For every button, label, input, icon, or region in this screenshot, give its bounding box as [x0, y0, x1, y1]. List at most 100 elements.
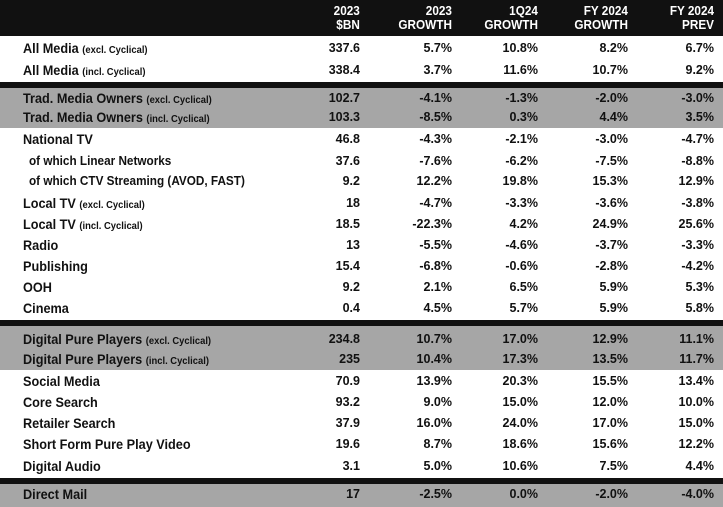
table-row: Social Media 70.9 13.9% 20.3% 15.5% 13.4% [0, 371, 723, 392]
row-label: of which Linear Networks [29, 151, 171, 172]
row-value: 15.5% [592, 374, 628, 388]
header-line: GROWTH [574, 18, 628, 32]
row-label-qualifier: (excl. Cyclical) [146, 95, 212, 106]
table-row: Local TV (excl. Cyclical) 18 -4.7% -3.3% -3.… [0, 193, 723, 214]
row-label-text: of which Linear Networks [29, 154, 172, 168]
row-label-qualifier: (excl. Cyclical) [79, 200, 145, 211]
row-label: National TV [23, 129, 93, 150]
row-value: 18.5 [335, 217, 360, 231]
table-row: Digital Audio 3.1 5.0% 10.6% 7.5% 4.4% [0, 456, 723, 477]
table-row: Digital Pure Players (incl. Cyclical) 235… [0, 349, 723, 370]
row-label-text: All Media [23, 41, 79, 56]
row-label-text: Trad. Media Owners [23, 110, 143, 125]
row-value: 19.6 [335, 437, 360, 451]
row-label: Digital Pure Players (incl. Cyclical) [23, 349, 209, 370]
row-label: Local TV (incl. Cyclical) [23, 214, 143, 235]
row-value: 37.9 [335, 416, 360, 430]
header-line: FY 2024 [669, 4, 714, 18]
header-line: 1Q24 [509, 4, 538, 18]
header-fy2024-growth: FY 2024 GROWTH [574, 4, 628, 32]
row-value: -8.8% [681, 154, 714, 168]
row-label: All Media (incl. Cyclical) [23, 60, 145, 81]
row-value: 15.0% [502, 395, 538, 409]
row-label-text: Cinema [23, 301, 69, 316]
row-value: 8.7% [423, 437, 453, 451]
row-value: 12.9% [592, 332, 628, 346]
row-value: 9.2 [342, 280, 360, 294]
row-value: 0.4 [342, 301, 360, 315]
row-value: 93.2 [335, 395, 360, 409]
table-row: Local TV (incl. Cyclical) 18.5 -22.3% 4.2% 2… [0, 214, 723, 235]
row-value: 337.6 [328, 41, 360, 55]
row-label: Short Form Pure Play Video [23, 434, 191, 455]
row-label: Trad. Media Owners (incl. Cyclical) [23, 107, 210, 128]
row-label-text: Publishing [23, 259, 88, 274]
row-label: Direct Mail [23, 484, 87, 505]
table-row: Digital Pure Players (excl. Cyclical) 234… [0, 329, 723, 350]
row-value: 24.9% [592, 217, 628, 231]
header-2023-bn: 2023 $BN [334, 4, 360, 32]
row-value: 5.7% [423, 41, 453, 55]
row-label: Trad. Media Owners (excl. Cyclical) [23, 88, 212, 109]
row-value: -3.0% [681, 91, 714, 105]
row-value: -7.6% [419, 154, 452, 168]
row-value: 10.0% [678, 395, 714, 409]
row-value: -3.8% [681, 196, 714, 210]
section-divider [0, 478, 723, 484]
row-label-text: Local TV [23, 217, 76, 232]
row-value: 11.6% [503, 63, 538, 77]
row-value: 0.3% [509, 110, 539, 124]
table-row: All Media (excl. Cyclical) 337.6 5.7% 10.8%… [0, 38, 723, 59]
row-label-qualifier: (excl. Cyclical) [145, 336, 212, 347]
table-row: Trad. Media Owners (incl. Cyclical) 103.3… [0, 107, 723, 128]
table-row: Direct Mail 17 -2.5% 0.0% -2.0% -4.0% [0, 484, 723, 505]
shaded-band [0, 484, 723, 507]
row-label-text: Retailer Search [23, 416, 116, 431]
table-row: Retailer Search 37.9 16.0% 24.0% 17.0% 15.0% [0, 413, 723, 434]
row-value: 12.0% [592, 395, 628, 409]
row-label: Local TV (excl. Cyclical) [23, 193, 145, 214]
row-value: -4.3% [419, 132, 452, 146]
row-value: -4.0% [681, 487, 714, 501]
row-label-qualifier: (excl. Cyclical) [82, 45, 148, 56]
row-value: 9.2 [342, 174, 360, 188]
row-value: 13 [346, 238, 360, 252]
row-value: 15.0% [678, 416, 714, 430]
table-header: 2023 $BN 2023 GROWTH 1Q24 GROWTH FY 2024… [0, 0, 723, 36]
table-row: Core Search 93.2 9.0% 15.0% 12.0% 10.0% [0, 392, 723, 413]
row-label-text: OOH [23, 280, 52, 295]
shaded-band [0, 326, 723, 370]
row-label-text: Social Media [23, 374, 100, 389]
row-value: 13.4% [678, 374, 714, 388]
row-value: 5.8% [685, 301, 715, 315]
row-value: -4.2% [681, 259, 714, 273]
row-value: 234.8 [328, 332, 360, 346]
row-value: 10.6% [502, 459, 538, 473]
table-row: Publishing 15.4 -6.8% -0.6% -2.8% -4.2% [0, 256, 723, 277]
row-label: All Media (excl. Cyclical) [23, 38, 148, 59]
row-label: Publishing [23, 256, 88, 277]
row-value: -3.3% [505, 196, 538, 210]
row-value: 18.6% [502, 437, 538, 451]
table-row: OOH 9.2 2.1% 6.5% 5.9% 5.3% [0, 277, 723, 298]
row-label-text: All Media [23, 63, 79, 78]
row-value: 11.1% [679, 332, 714, 346]
row-value: 11.7% [679, 352, 714, 366]
row-value: 18 [346, 196, 360, 210]
row-label-text: Trad. Media Owners [23, 91, 143, 106]
row-value: 9.2% [685, 63, 715, 77]
row-value: 17.0% [592, 416, 628, 430]
row-value: -1.3% [505, 91, 538, 105]
table-row: All Media (incl. Cyclical) 338.4 3.7% 11.6%… [0, 60, 723, 81]
row-value: -7.5% [595, 154, 628, 168]
row-label-text: Direct Mail [23, 487, 88, 502]
row-label-text: Radio [23, 238, 59, 253]
row-label-text: Digital Audio [23, 459, 101, 474]
row-label: Digital Audio [23, 456, 101, 477]
row-value: 4.5% [423, 301, 453, 315]
table-row: of which CTV Streaming (AVOD, FAST) 9.2 1… [0, 171, 723, 192]
row-value: -4.7% [681, 132, 714, 146]
row-value: 15.4 [335, 259, 360, 273]
row-label-qualifier: (incl. Cyclical) [145, 356, 209, 367]
row-label-text: Core Search [23, 395, 98, 410]
